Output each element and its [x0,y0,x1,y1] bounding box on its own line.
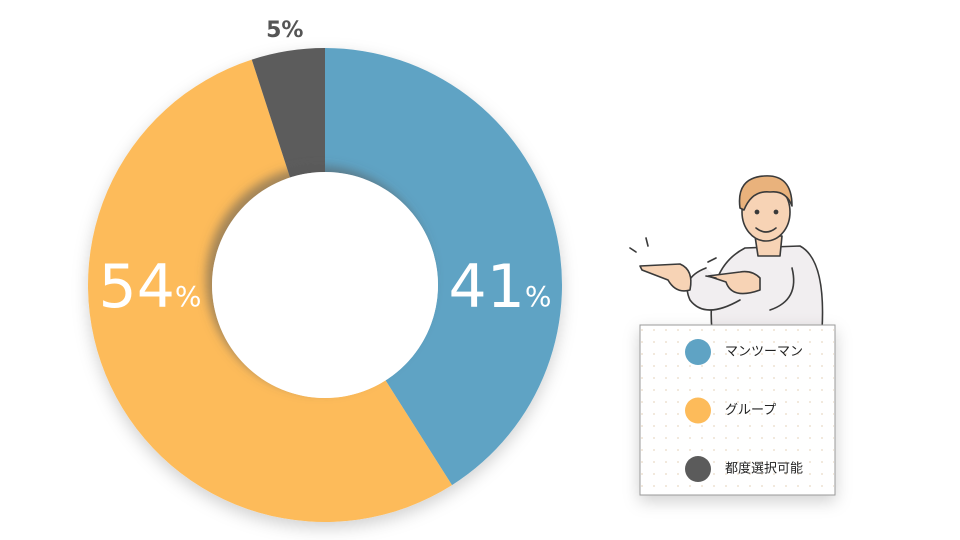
legend-pattern [641,326,834,494]
value-label: 5% [266,18,303,43]
person-illustration [629,175,824,331]
donut-hole [212,172,438,398]
value-labels: 41%54%5% [99,18,552,321]
legend-label: マンツーマン [725,345,803,360]
value-number: 41 [449,252,525,322]
donut [87,48,562,522]
legend-label: グループ [725,403,776,418]
legend-swatch [685,456,711,482]
value-unit: % [175,280,202,313]
value-unit: % [281,18,303,43]
legend-swatch [685,397,711,424]
value-number: 54 [99,252,175,322]
value-number: 5 [266,18,281,43]
value-unit: % [525,280,552,313]
donut-slice [251,48,325,178]
legend-swatch [685,339,711,365]
value-label: 54% [99,252,202,322]
legend-label: 都度選択可能 [725,461,803,477]
value-label: 41% [449,252,552,322]
donut-slice [325,48,562,486]
donut-slice [87,59,452,522]
